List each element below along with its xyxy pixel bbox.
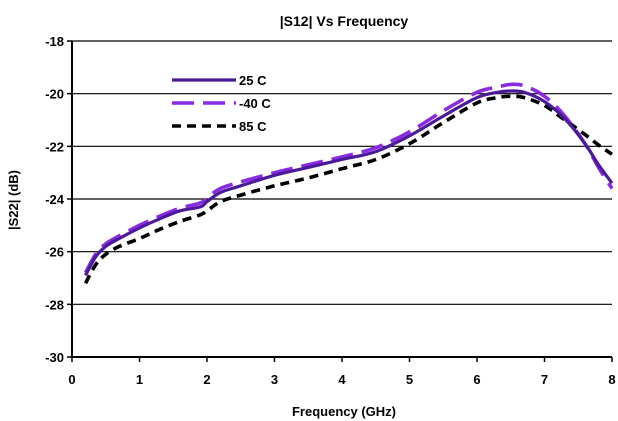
- y-tick-label: -18: [45, 34, 64, 49]
- x-tick-label: 6: [473, 372, 480, 387]
- y-tick-label: -28: [45, 297, 64, 312]
- y-tick-label: -22: [45, 139, 64, 154]
- legend-label-2: 85 C: [239, 119, 267, 134]
- y-tick-label: -30: [45, 350, 64, 365]
- legend-label-0: 25 C: [239, 73, 267, 88]
- x-tick-label: 2: [203, 372, 210, 387]
- y-tick-label: -26: [45, 245, 64, 260]
- y-tick-label: -24: [45, 192, 65, 207]
- tick-labels: -18 -20 -22 -24 -26 -28 -30 0 1 2 3 4 5 6 7 8: [45, 34, 615, 387]
- y-tick-label: -20: [45, 87, 64, 102]
- legend-label-1: -40 C: [239, 96, 271, 111]
- x-tick-label: 5: [406, 372, 413, 387]
- series-line-0: [84, 89, 614, 277]
- series-line-2: [83, 94, 614, 285]
- axes: [67, 40, 613, 362]
- x-tick-label: 4: [338, 372, 346, 387]
- x-tick-label: 7: [541, 372, 548, 387]
- x-tick-label: 8: [608, 372, 615, 387]
- series-group: [83, 82, 614, 285]
- x-tick-label: 1: [136, 372, 143, 387]
- x-axis-title: Frequency (GHz): [292, 404, 396, 419]
- chart-title: |S12| Vs Frequency: [280, 13, 409, 29]
- x-tick-label: 0: [68, 372, 75, 387]
- legend: 25 C -40 C 85 C: [172, 73, 271, 134]
- x-tick-label: 3: [271, 372, 278, 387]
- y-axis-title: |S22| (dB): [6, 170, 21, 230]
- series-line-1: [83, 82, 614, 274]
